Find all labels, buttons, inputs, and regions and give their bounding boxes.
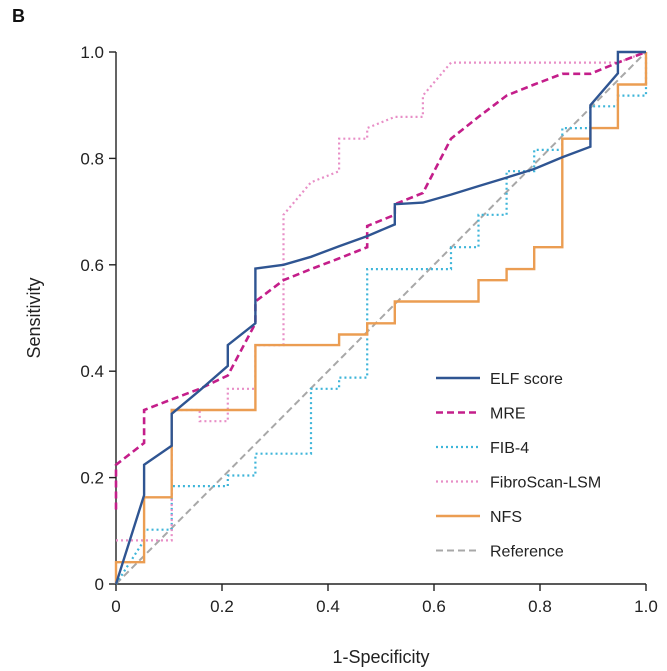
legend-label-fib-4: FIB-4	[490, 440, 529, 457]
legend-label-mre: MRE	[490, 406, 526, 423]
y-tick-label: 0.8	[80, 149, 104, 168]
legend-label-elf-score: ELF score	[490, 371, 563, 388]
legend: ELF score MRE FIB-4 FibroScan-LSM NFS Referen…	[436, 371, 601, 561]
y-tick-label: 0.2	[80, 469, 104, 488]
y-tick-label: 0	[95, 575, 104, 594]
legend-label-fibroscan-lsm: FibroScan-LSM	[490, 475, 601, 492]
y-tick-label: 1.0	[80, 43, 104, 62]
x-axis-title: 1-Specificity	[332, 647, 429, 667]
y-axis-title: Sensitivity	[24, 277, 44, 358]
x-tick-label: 1.0	[634, 597, 658, 616]
x-tick-label: 0.2	[210, 597, 234, 616]
y-tick-label: 0.6	[80, 256, 104, 275]
x-tick-label: 0.6	[422, 597, 446, 616]
series-line-elf-score	[114, 50, 646, 585]
series-line-mre	[114, 50, 647, 510]
axes: 0 0.2 0.4 0.6 0.8 1.0 0 0.2 0.4 0.6 0.8 1.0	[80, 43, 657, 616]
series-layer	[114, 50, 648, 585]
y-tick-label: 0.4	[80, 362, 104, 381]
legend-label-nfs: NFS	[490, 509, 522, 526]
x-tick-label: 0.8	[528, 597, 552, 616]
series-line-fibroscan-lsm	[116, 50, 647, 542]
x-tick-label: 0.4	[316, 597, 340, 616]
x-tick-label: 0	[111, 597, 120, 616]
series-line-reference	[115, 51, 647, 585]
panel-label: B	[12, 6, 25, 26]
legend-label-reference: Reference	[490, 544, 564, 561]
